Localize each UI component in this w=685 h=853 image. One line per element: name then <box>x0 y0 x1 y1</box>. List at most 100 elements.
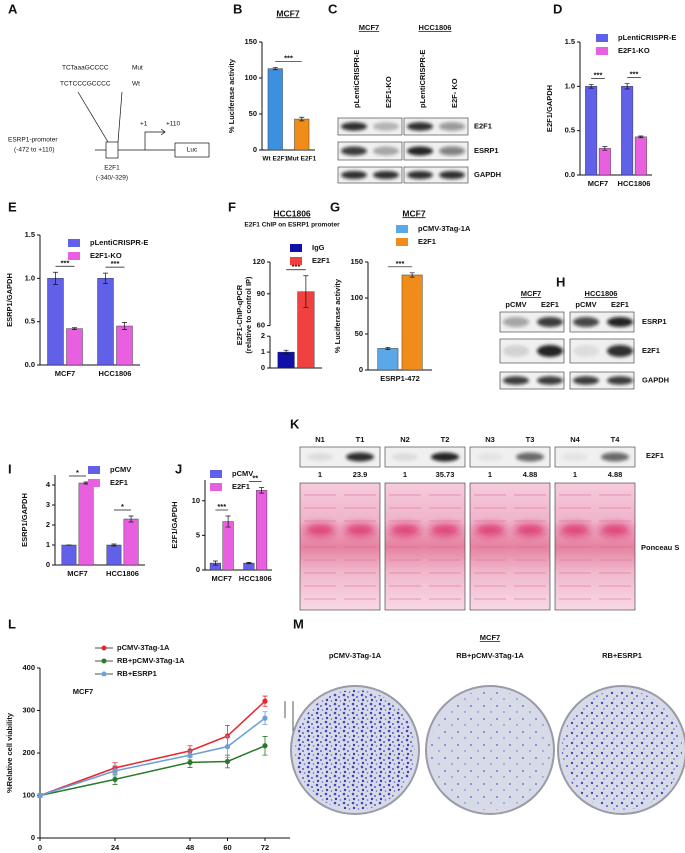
y-axis-label: %Relative cell viability <box>5 712 14 793</box>
y-tick-label: 0.0 <box>25 360 35 369</box>
group-label: MCF7 <box>521 289 541 298</box>
band <box>341 146 367 156</box>
y-tick-label: 50 <box>355 329 363 338</box>
quantification: 4.88 <box>608 470 623 479</box>
y-tick-label: 1.0 <box>25 273 35 282</box>
lane-label: pCMV <box>505 300 526 309</box>
chart-title: HCC1806 <box>273 208 311 218</box>
band <box>307 453 333 461</box>
panel-label: H <box>556 274 565 289</box>
error-bar <box>624 83 630 90</box>
series-line <box>39 717 266 797</box>
band <box>407 146 433 156</box>
legend-marker <box>101 645 107 651</box>
legend-swatch <box>68 239 80 247</box>
ponceau-band <box>475 524 505 536</box>
legend-label: pLentiCRISPR-E <box>90 238 148 247</box>
y-tick-label: 0 <box>261 363 265 372</box>
x-tick-label: ESRP1-472 <box>380 374 420 383</box>
significance-label: *** <box>284 54 293 63</box>
sequence-tag: Mut <box>132 65 143 72</box>
point <box>37 792 43 799</box>
error-bar <box>246 562 252 565</box>
colonies <box>562 690 682 810</box>
band-label: E2F1 <box>474 121 492 130</box>
significance-label: *** <box>111 259 120 268</box>
legend-label: E2F1 <box>232 482 250 491</box>
legend-label: E2F1-KO <box>90 251 122 260</box>
connector <box>117 91 123 143</box>
connector <box>77 91 109 143</box>
chart-title: MCF7 <box>402 208 425 218</box>
quantification: 1 <box>488 470 492 479</box>
y-tick-label: 0 <box>196 565 200 574</box>
legend-swatch <box>596 34 608 42</box>
error-bar <box>128 515 134 523</box>
error-bar <box>272 67 278 71</box>
y-axis-label: % Luciferase activity <box>333 278 342 353</box>
tss-arrow <box>144 128 166 150</box>
y-tick-label: 200 <box>22 748 35 757</box>
error-bar <box>53 271 58 285</box>
panel-label: M <box>293 616 304 631</box>
point <box>187 759 193 765</box>
y-tick-label: 1.5 <box>25 230 35 239</box>
legend-marker <box>101 658 107 664</box>
condition-label: RB+ESRP1 <box>602 651 642 660</box>
error-bar <box>385 346 391 350</box>
ponceau-blot <box>299 482 381 611</box>
error-bar <box>111 543 117 547</box>
position: +1 <box>140 121 148 128</box>
band <box>439 171 465 179</box>
legend-label: pLentiCRISPR-E <box>618 33 676 42</box>
legend-swatch <box>210 470 222 478</box>
error-bar <box>602 146 608 151</box>
panel-label: D <box>553 1 562 16</box>
bar <box>106 544 122 566</box>
legend-swatch <box>290 257 302 265</box>
ponceau-band <box>560 524 590 536</box>
y-axis-label: ESRP1/GAPDH <box>20 493 29 547</box>
ponceau-band <box>515 524 545 536</box>
significance-label: *** <box>630 70 639 79</box>
significance-label: * <box>121 502 124 511</box>
band <box>373 171 399 179</box>
y-tick-label: 2 <box>261 331 265 340</box>
legend-label: pCMV <box>110 465 131 474</box>
y-tick-label: 400 <box>22 663 35 672</box>
y-tick-label: 0 <box>31 833 35 842</box>
band <box>607 376 633 385</box>
band <box>392 453 418 461</box>
legend-label: E2F1 <box>418 237 436 246</box>
y-tick-label: 100 <box>244 73 257 82</box>
bar <box>634 136 647 176</box>
quantification: 1 <box>403 470 407 479</box>
panel-label: J <box>175 461 182 476</box>
point <box>224 744 231 750</box>
ponceau-blot <box>469 482 551 611</box>
band <box>573 345 599 357</box>
band <box>439 146 465 156</box>
error-bar <box>212 560 218 566</box>
legend-label: RB+pCMV-3Tag-1A <box>117 656 185 665</box>
panel-title: MCF7 <box>480 633 500 642</box>
series-line <box>39 700 266 797</box>
y-tick-label: 300 <box>22 705 35 714</box>
error-bar <box>409 272 415 278</box>
group-label: HCC1806 <box>419 23 452 32</box>
band-label: GAPDH <box>474 170 501 179</box>
band-label: E2F1 <box>642 346 660 355</box>
promoter-name: ESRP1-promoter <box>8 137 58 144</box>
significance-label: ** <box>252 474 258 483</box>
bar <box>277 351 295 369</box>
y-tick-label: 60 <box>257 321 265 330</box>
sequence-tag: Wt <box>132 81 140 88</box>
bar <box>377 348 399 371</box>
panel-label: I <box>8 461 12 476</box>
point <box>112 776 118 782</box>
lane-label: T4 <box>611 435 621 444</box>
colonies <box>295 690 415 810</box>
lane-label: N1 <box>315 435 325 444</box>
ponceau-blot <box>384 482 466 611</box>
point <box>112 768 118 774</box>
